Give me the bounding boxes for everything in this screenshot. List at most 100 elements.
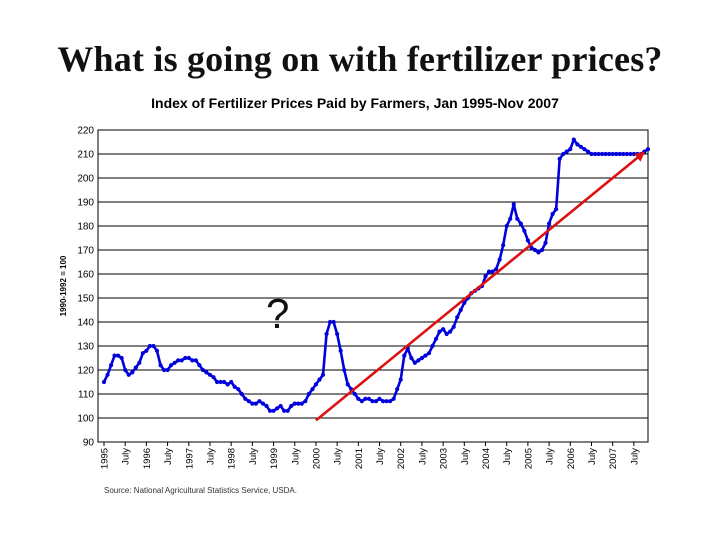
data-point bbox=[561, 151, 566, 157]
data-point bbox=[366, 396, 372, 401]
x-tick-label: July bbox=[163, 448, 174, 465]
data-point bbox=[645, 147, 651, 152]
data-point bbox=[257, 399, 262, 404]
data-point bbox=[172, 360, 177, 365]
data-point bbox=[190, 358, 195, 363]
x-tick-label: 2001 bbox=[354, 448, 365, 469]
data-point bbox=[151, 343, 156, 349]
x-tick-label: July bbox=[502, 448, 513, 465]
data-point bbox=[631, 151, 636, 157]
y-tick-label: 110 bbox=[78, 390, 94, 401]
x-tick-label: July bbox=[460, 448, 471, 465]
x-tick-label: 1998 bbox=[227, 448, 238, 469]
data-point bbox=[578, 144, 583, 149]
y-tick-label: 180 bbox=[77, 222, 94, 233]
data-point bbox=[165, 367, 170, 373]
data-point bbox=[515, 216, 520, 221]
data-point bbox=[260, 401, 266, 406]
data-point bbox=[130, 370, 135, 375]
x-tick-label: July bbox=[587, 448, 598, 465]
data-point bbox=[501, 243, 506, 248]
data-point bbox=[289, 403, 294, 409]
data-point bbox=[377, 396, 382, 401]
data-point bbox=[345, 382, 350, 387]
data-point bbox=[458, 307, 463, 313]
data-point bbox=[183, 355, 188, 361]
data-point bbox=[176, 358, 181, 363]
y-tick-label: 150 bbox=[77, 294, 94, 305]
data-point bbox=[441, 327, 446, 332]
y-tick-label: 170 bbox=[77, 246, 94, 257]
x-tick-label: 1997 bbox=[184, 448, 195, 469]
data-point bbox=[267, 408, 273, 413]
data-point bbox=[338, 348, 343, 353]
data-point bbox=[380, 399, 386, 404]
y-tick-label: 200 bbox=[77, 174, 94, 185]
data-point bbox=[617, 151, 622, 157]
data-point bbox=[250, 401, 255, 406]
data-point bbox=[123, 367, 128, 373]
data-point bbox=[204, 370, 209, 375]
data-point bbox=[536, 250, 541, 255]
trend-arrow-line bbox=[315, 152, 643, 422]
data-point bbox=[236, 387, 241, 392]
x-tick-label: 1996 bbox=[142, 448, 153, 469]
data-point bbox=[317, 377, 322, 382]
data-point bbox=[243, 396, 248, 401]
data-point bbox=[614, 151, 619, 157]
data-point bbox=[582, 147, 587, 152]
y-tick-label: 160 bbox=[77, 270, 94, 281]
y-tick-label: 130 bbox=[77, 342, 94, 353]
data-point bbox=[324, 331, 329, 337]
data-point bbox=[589, 151, 594, 157]
data-point bbox=[274, 406, 280, 411]
x-tick-label: 2007 bbox=[608, 448, 619, 469]
data-point bbox=[313, 382, 319, 387]
data-point bbox=[218, 379, 223, 385]
y-tick-label: 90 bbox=[83, 438, 95, 449]
data-point bbox=[599, 151, 605, 157]
x-tick-label: 1999 bbox=[269, 448, 280, 469]
x-tick-label: July bbox=[375, 448, 386, 465]
y-tick-label: 220 bbox=[77, 126, 94, 137]
data-point bbox=[518, 221, 523, 226]
data-point bbox=[412, 360, 417, 365]
plot-frame bbox=[97, 129, 649, 443]
data-point bbox=[246, 399, 251, 404]
x-tick-label: July bbox=[248, 448, 259, 465]
data-point bbox=[193, 358, 198, 363]
data-point bbox=[359, 399, 364, 404]
data-point bbox=[564, 149, 569, 154]
data-point bbox=[416, 358, 421, 363]
data-point bbox=[525, 238, 530, 243]
data-point bbox=[426, 351, 432, 356]
data-point bbox=[363, 396, 368, 401]
data-point bbox=[585, 149, 591, 154]
data-point bbox=[494, 267, 499, 272]
data-point bbox=[571, 137, 576, 142]
data-point bbox=[607, 151, 612, 157]
data-point bbox=[575, 142, 580, 147]
data-point bbox=[303, 399, 308, 404]
data-point bbox=[419, 355, 425, 361]
data-point bbox=[137, 360, 142, 365]
data-point bbox=[409, 355, 414, 361]
data-point bbox=[214, 379, 220, 385]
data-point bbox=[508, 216, 513, 221]
question-mark-annotation: ? bbox=[266, 290, 290, 337]
data-point bbox=[306, 391, 311, 397]
x-tick-label: 2004 bbox=[481, 448, 492, 469]
x-tick-label: 2002 bbox=[396, 448, 407, 469]
data-point bbox=[161, 367, 167, 373]
data-point bbox=[179, 358, 184, 363]
data-point bbox=[554, 207, 559, 212]
data-point bbox=[211, 375, 216, 380]
x-tick-label: July bbox=[205, 448, 216, 465]
x-tick-label: July bbox=[545, 448, 556, 465]
data-point bbox=[140, 351, 145, 356]
data-point bbox=[207, 372, 213, 377]
data-point bbox=[451, 324, 456, 329]
slide-title: What is going on with fertilizer prices? bbox=[57, 39, 663, 79]
y-axis-label: 1990-1992 = 100 bbox=[59, 255, 68, 316]
